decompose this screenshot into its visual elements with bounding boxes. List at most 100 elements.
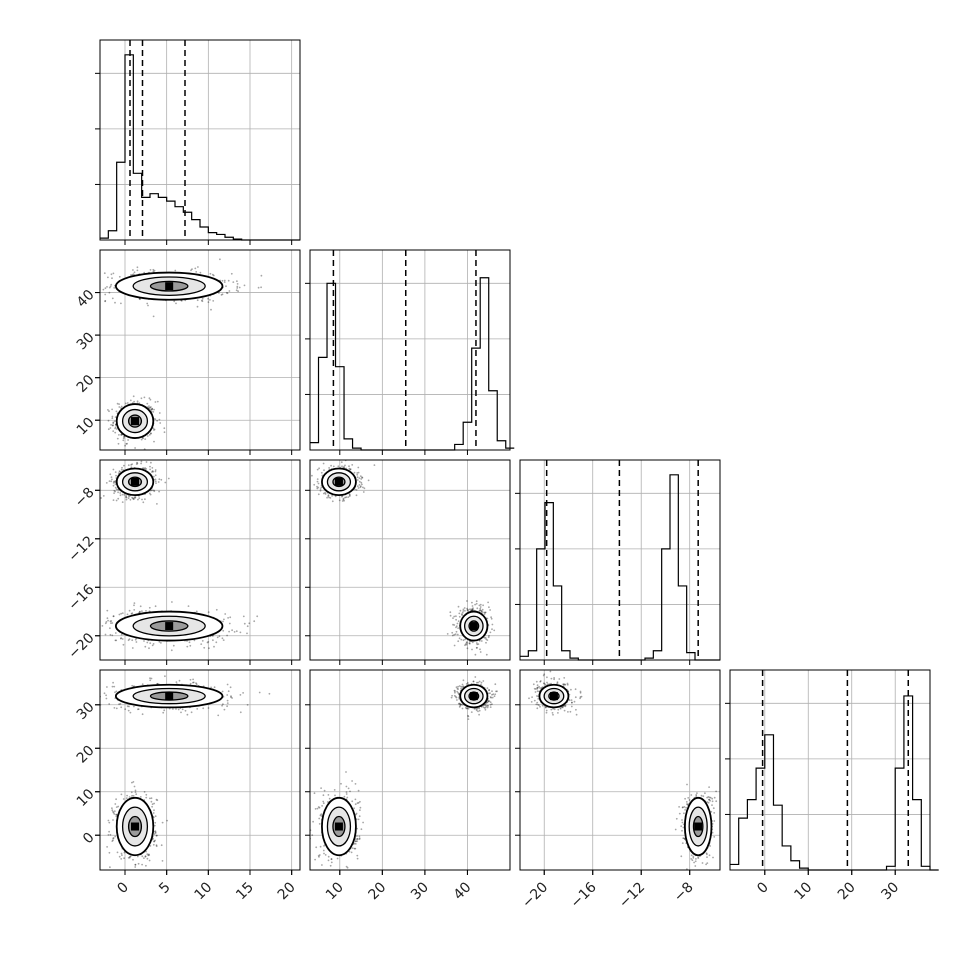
sample-point	[236, 285, 239, 288]
sample-point	[688, 799, 691, 801]
sample-point	[226, 702, 229, 704]
sample-point	[132, 795, 135, 797]
sample-point	[113, 480, 115, 483]
sample-point	[491, 623, 494, 626]
sample-point	[455, 625, 458, 627]
sample-point	[357, 871, 359, 873]
sample-point	[187, 605, 190, 607]
sample-point	[695, 794, 698, 796]
sample-point	[467, 707, 470, 710]
sample-point	[98, 698, 100, 700]
sample-point	[323, 469, 325, 472]
sample-point	[545, 709, 548, 712]
sample-point	[145, 864, 147, 867]
sample-point	[107, 419, 110, 422]
sample-point	[112, 810, 114, 813]
y-tick-label: 40	[74, 287, 98, 311]
sample-point	[543, 682, 546, 685]
sample-point	[357, 487, 360, 489]
sample-point	[697, 856, 699, 858]
sample-point	[104, 633, 107, 636]
sample-point	[354, 847, 357, 850]
sample-point	[356, 854, 359, 857]
sample-point	[544, 706, 547, 709]
sample-point	[125, 496, 127, 498]
sample-point	[115, 499, 118, 502]
sample-point	[108, 286, 111, 289]
sample-point	[144, 855, 147, 858]
sample-point	[118, 403, 120, 405]
sample-point	[553, 708, 556, 711]
sample-point	[328, 797, 331, 800]
sample-point	[140, 462, 143, 465]
sample-point	[357, 789, 360, 792]
sample-point	[457, 640, 460, 643]
sample-point	[111, 622, 114, 624]
sample-point	[490, 617, 493, 620]
sample-point	[456, 622, 459, 625]
sample-point	[141, 879, 143, 881]
sample-point	[150, 461, 152, 464]
sample-point	[195, 682, 197, 684]
sample-point	[562, 683, 565, 686]
sample-point	[242, 692, 245, 694]
sample-point	[180, 711, 182, 714]
sample-point	[357, 801, 360, 804]
sample-point	[343, 465, 345, 468]
sample-point	[146, 402, 149, 405]
sample-point	[123, 851, 126, 854]
sample-point	[136, 266, 139, 269]
sample-point	[469, 640, 471, 643]
sample-point	[155, 834, 158, 837]
sample-point	[702, 795, 705, 798]
sample-point	[322, 462, 325, 465]
sample-point	[336, 857, 339, 860]
sample-point	[467, 714, 469, 717]
sample-point	[149, 406, 152, 409]
sample-point	[149, 398, 152, 401]
sample-point	[184, 709, 187, 712]
sample-point	[541, 704, 544, 707]
sample-point	[454, 691, 456, 694]
sample-point	[359, 475, 362, 477]
sample-point	[454, 633, 457, 636]
sample-point	[117, 491, 119, 494]
sample-point	[345, 793, 348, 795]
sample-point	[226, 683, 229, 686]
sample-point	[314, 858, 316, 861]
sample-point	[112, 837, 114, 840]
sample-point	[490, 696, 492, 699]
sample-point	[112, 272, 115, 275]
sample-point	[164, 675, 166, 678]
sample-point	[710, 810, 713, 813]
sample-point	[461, 683, 464, 686]
density-peak	[469, 692, 478, 701]
sample-point	[349, 494, 351, 496]
sample-point	[132, 269, 134, 271]
sample-point	[114, 835, 117, 838]
sample-point	[486, 706, 489, 709]
sample-point	[140, 438, 143, 441]
sample-point	[575, 708, 577, 711]
sample-point	[123, 857, 125, 860]
sample-point	[705, 852, 708, 855]
sample-point	[487, 700, 490, 703]
sample-point	[345, 771, 347, 773]
sample-point	[476, 643, 479, 646]
sample-point	[475, 602, 478, 605]
sample-point	[539, 687, 542, 689]
sample-point	[117, 497, 120, 500]
sample-point	[340, 461, 343, 464]
sample-point	[318, 817, 321, 820]
sample-point	[122, 439, 125, 442]
sample-point	[105, 482, 108, 484]
sample-point	[711, 831, 714, 834]
sample-point	[487, 636, 490, 639]
sample-point	[462, 679, 465, 682]
sample-point	[708, 786, 710, 788]
sample-point	[536, 684, 539, 687]
sample-point	[106, 609, 109, 612]
sample-point	[239, 711, 242, 714]
sample-point	[145, 461, 148, 463]
sample-point	[331, 500, 334, 503]
